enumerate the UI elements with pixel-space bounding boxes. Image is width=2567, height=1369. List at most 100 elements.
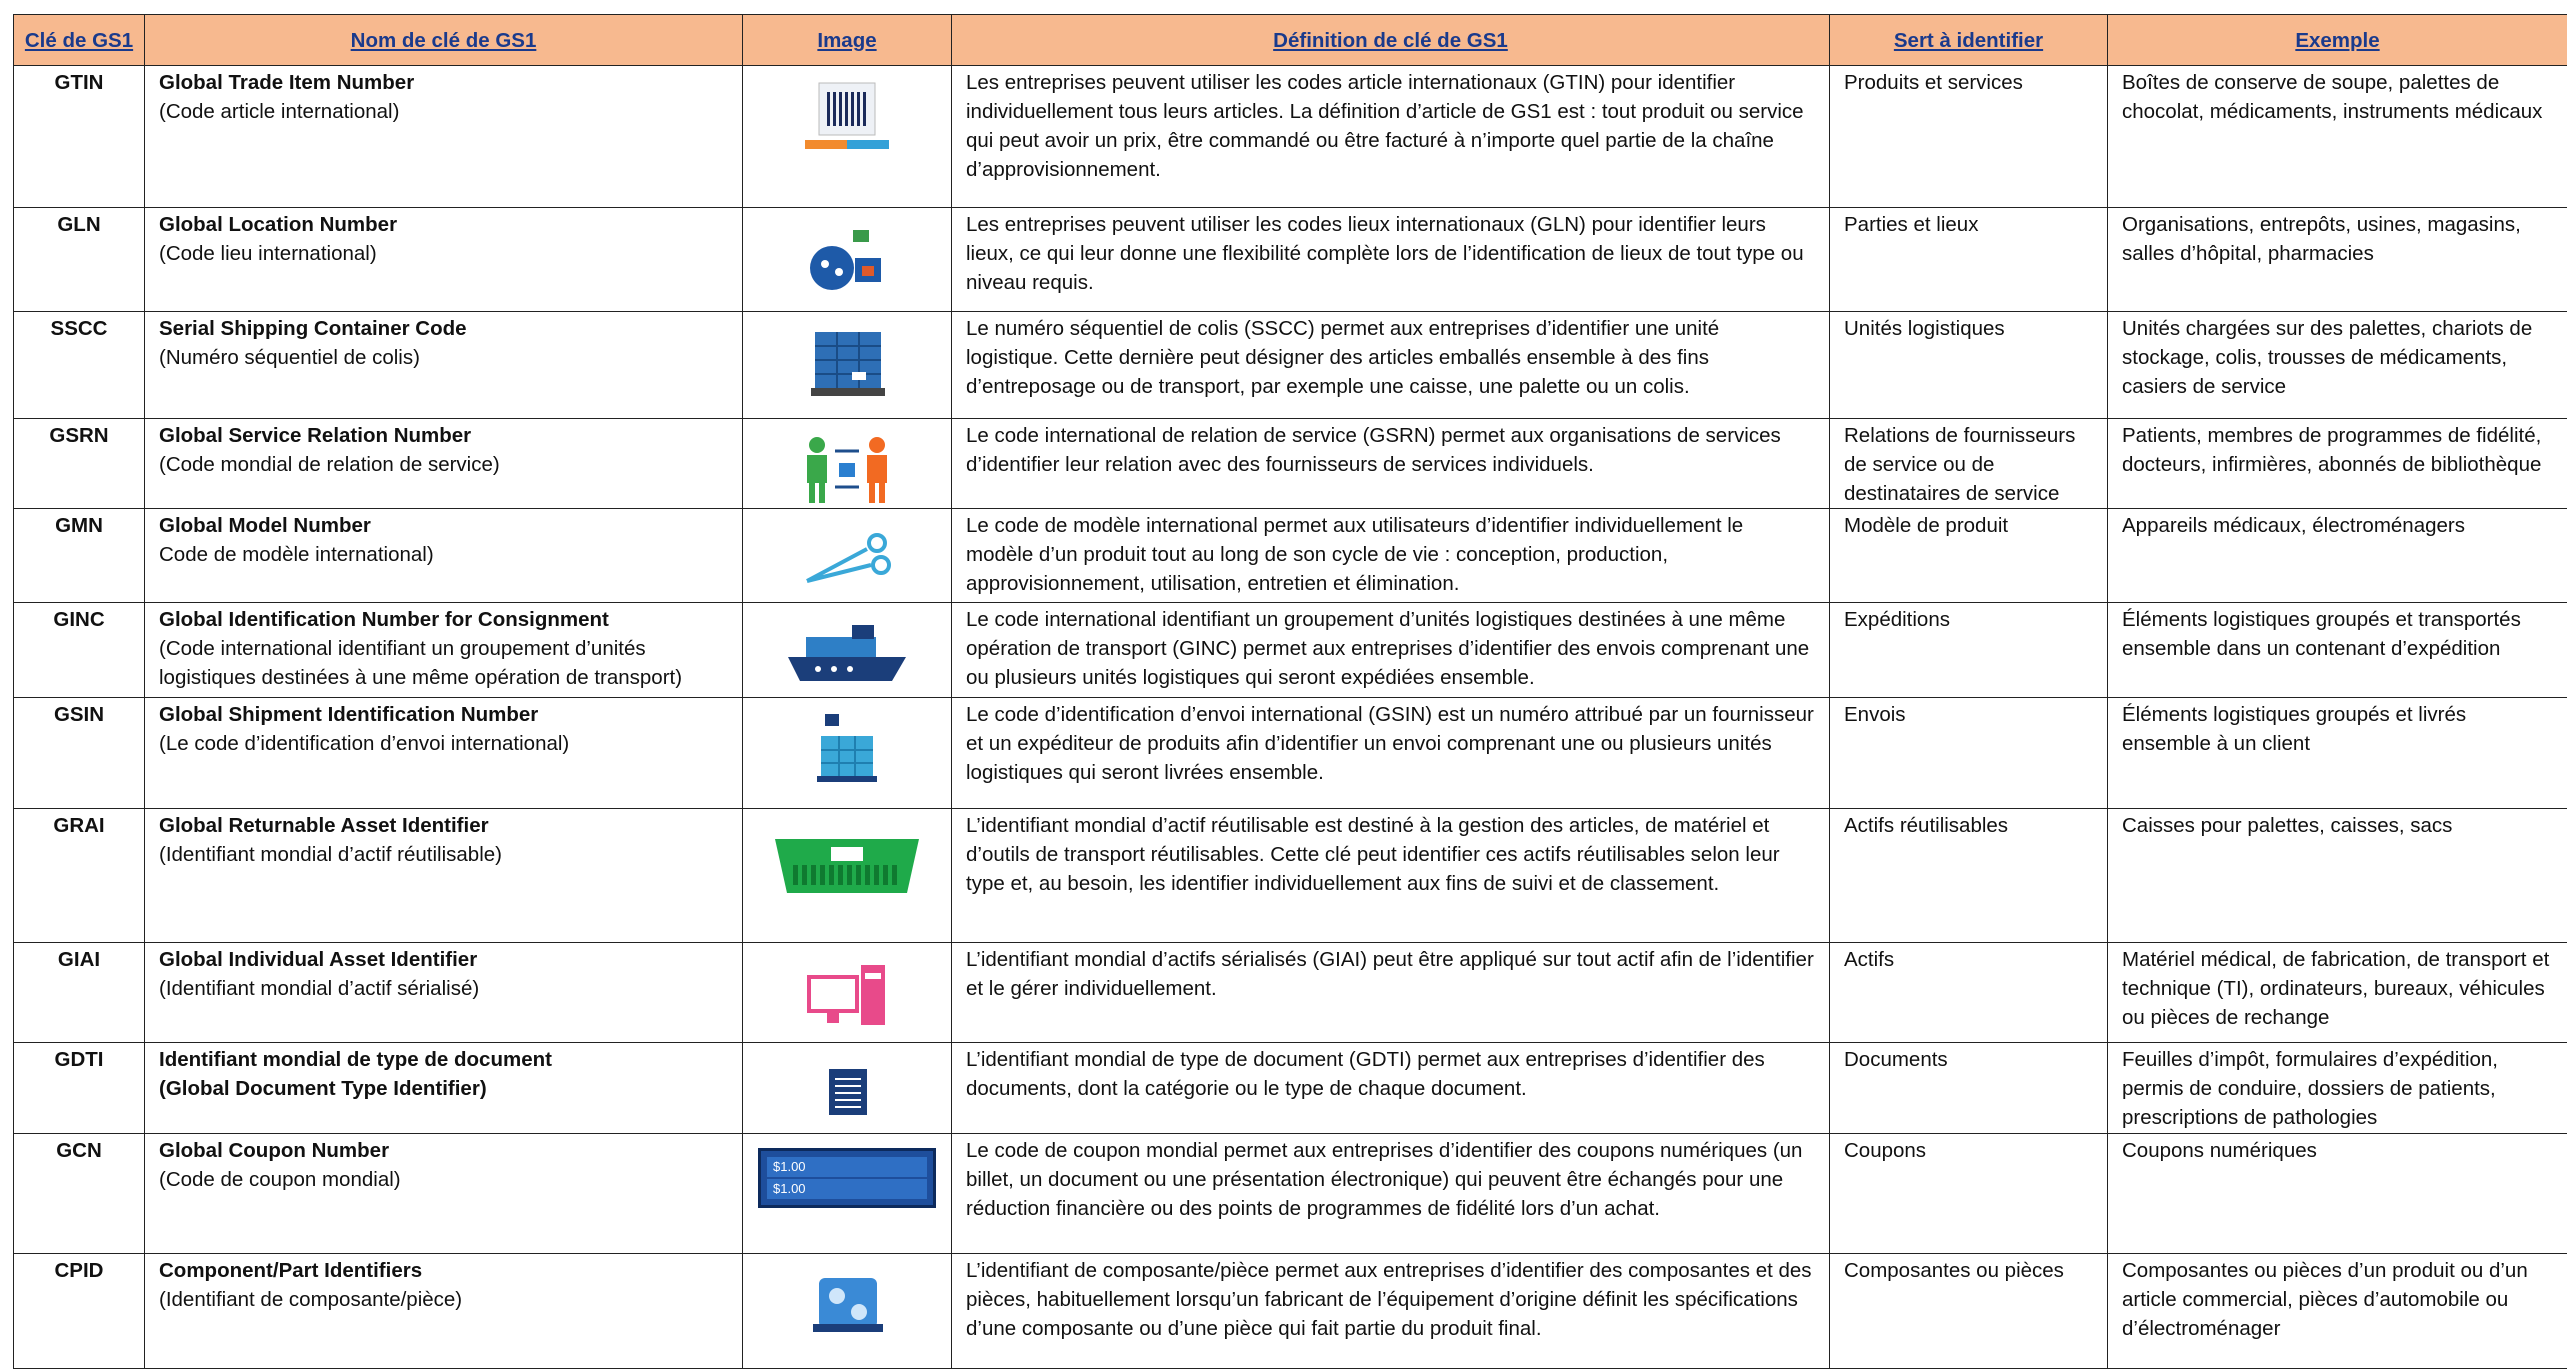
key-text: GINC: [28, 605, 130, 634]
key-text: GIAI: [28, 945, 130, 974]
image-cell: [743, 698, 952, 809]
example: Organisations, entrepôts, usines, magasi…: [2108, 208, 2567, 311]
example-text: Composantes ou pièces d’un produit ou d’…: [2122, 1256, 2553, 1343]
key-cell: GSIN: [14, 698, 145, 809]
image-cell: [743, 208, 952, 312]
definition-cell: Le code de coupon mondial permet aux ent…: [952, 1134, 1830, 1254]
definition: Le code de coupon mondial permet aux ent…: [952, 1134, 1829, 1253]
name-bold: (Global Document Type Identifier): [159, 1074, 728, 1103]
identifies: Documents: [1830, 1043, 2107, 1133]
identifies-text: Composantes ou pièces: [1844, 1256, 2093, 1285]
key-text: GTIN: [28, 68, 130, 97]
definition-text: L’identifiant mondial de type de documen…: [966, 1045, 1815, 1103]
name-sub: (Code article international): [159, 97, 728, 126]
header-cell: Image: [743, 15, 952, 66]
name-bold: Global Coupon Number: [159, 1136, 728, 1165]
name: Serial Shipping Container Code(Numéro sé…: [145, 312, 742, 418]
name-cell: Component/Part Identifiers(Identifiant d…: [145, 1254, 743, 1369]
table-row: GIAI Global Individual Asset Identifier(I…: [14, 943, 2567, 1043]
key-text: GSRN: [28, 421, 130, 450]
image: [743, 419, 951, 508]
table-row: GDTI Identifiant mondial de type de docum…: [14, 1043, 2567, 1134]
definition: L’identifiant mondial de type de documen…: [952, 1043, 1829, 1133]
name: Global Service Relation Number(Code mond…: [145, 419, 742, 508]
definition-text: Le code international de relation de ser…: [966, 421, 1815, 479]
definition-text: L’identifiant de composante/pièce permet…: [966, 1256, 1815, 1343]
identifies: Parties et lieux: [1830, 208, 2107, 311]
name-sub: (Code lieu international): [159, 239, 728, 268]
name: Global Returnable Asset Identifier(Ident…: [145, 809, 742, 942]
image: [743, 1043, 951, 1133]
identifies-cell: Modèle de produit: [1830, 509, 2108, 603]
image-cell: $1.00 $1.00: [743, 1134, 952, 1254]
definition-cell: Le code international identifiant un gro…: [952, 603, 1830, 698]
key-text: GDTI: [28, 1045, 130, 1074]
identifies-text: Actifs: [1844, 945, 2093, 974]
definition-cell: Le code d’identification d’envoi interna…: [952, 698, 1830, 809]
definition: L’identifiant mondial d’actifs sérialisé…: [952, 943, 1829, 1042]
example: Feuilles d’impôt, formulaires d’expéditi…: [2108, 1043, 2567, 1133]
identifies-text: Relations de fournisseurs de service ou …: [1844, 421, 2093, 508]
key: CPID: [14, 1254, 144, 1368]
name-bold: Identifiant mondial de type de document: [159, 1045, 728, 1074]
image-cell: [743, 603, 952, 698]
identifies-cell: Documents: [1830, 1043, 2108, 1134]
name-bold: Global Trade Item Number: [159, 68, 728, 97]
key-cell: CPID: [14, 1254, 145, 1369]
example: Coupons numériques: [2108, 1134, 2567, 1253]
identifies-text: Unités logistiques: [1844, 314, 2093, 343]
image-cell: [743, 943, 952, 1043]
header-cell: Exemple: [2108, 15, 2567, 66]
definition-cell: L’identifiant mondial d’actif réutilisab…: [952, 809, 1830, 943]
definition-cell: Le numéro séquentiel de colis (SSCC) per…: [952, 312, 1830, 419]
definition: Le code international de relation de ser…: [952, 419, 1829, 508]
name-cell: Global Individual Asset Identifier(Ident…: [145, 943, 743, 1043]
definition-text: Le code international identifiant un gro…: [966, 605, 1815, 692]
image: [743, 312, 951, 418]
example: Appareils médicaux, électroménagers: [2108, 509, 2567, 602]
image: [743, 603, 951, 697]
example-cell: Boîtes de conserve de soupe, palettes de…: [2108, 66, 2567, 208]
image-cell: [743, 1254, 952, 1369]
name: Component/Part Identifiers(Identifiant d…: [145, 1254, 742, 1368]
name: Identifiant mondial de type de document(…: [145, 1043, 742, 1133]
key-cell: GDTI: [14, 1043, 145, 1134]
name-bold: Global Individual Asset Identifier: [159, 945, 728, 974]
key-cell: GMN: [14, 509, 145, 603]
definition-cell: Le code international de relation de ser…: [952, 419, 1830, 509]
example-text: Unités chargées sur des palettes, chario…: [2122, 314, 2553, 401]
example-cell: Feuilles d’impôt, formulaires d’expéditi…: [2108, 1043, 2567, 1134]
coupon-line: $1.00: [767, 1179, 927, 1199]
coupon-text: $1.00: [773, 1159, 806, 1174]
name: Global Identification Number for Consign…: [145, 603, 742, 697]
image: [743, 698, 951, 808]
image: [743, 1254, 951, 1368]
name-cell: Global Identification Number for Consign…: [145, 603, 743, 698]
name-sub: (Code de coupon mondial): [159, 1165, 728, 1194]
key-cell: GSRN: [14, 419, 145, 509]
header-cell: Nom de clé de GS1: [145, 15, 743, 66]
image: [743, 943, 951, 1042]
definition-text: Le code de modèle international permet a…: [966, 511, 1815, 598]
definition-cell: Le code de modèle international permet a…: [952, 509, 1830, 603]
identifies-text: Actifs réutilisables: [1844, 811, 2093, 840]
definition-text: Le code de coupon mondial permet aux ent…: [966, 1136, 1815, 1223]
key-text: GLN: [28, 210, 130, 239]
name-cell: Global Service Relation Number(Code mond…: [145, 419, 743, 509]
example-cell: Coupons numériques: [2108, 1134, 2567, 1254]
identifies: Actifs: [1830, 943, 2107, 1042]
image-cell: [743, 1043, 952, 1134]
name-bold: Component/Part Identifiers: [159, 1256, 728, 1285]
example-cell: Composantes ou pièces d’un produit ou d’…: [2108, 1254, 2567, 1369]
coupon-text: $1.00: [773, 1181, 806, 1196]
key: GRAI: [14, 809, 144, 942]
key: GLN: [14, 208, 144, 311]
definition-text: L’identifiant mondial d’actif réutilisab…: [966, 811, 1815, 898]
identifies: Expéditions: [1830, 603, 2107, 697]
